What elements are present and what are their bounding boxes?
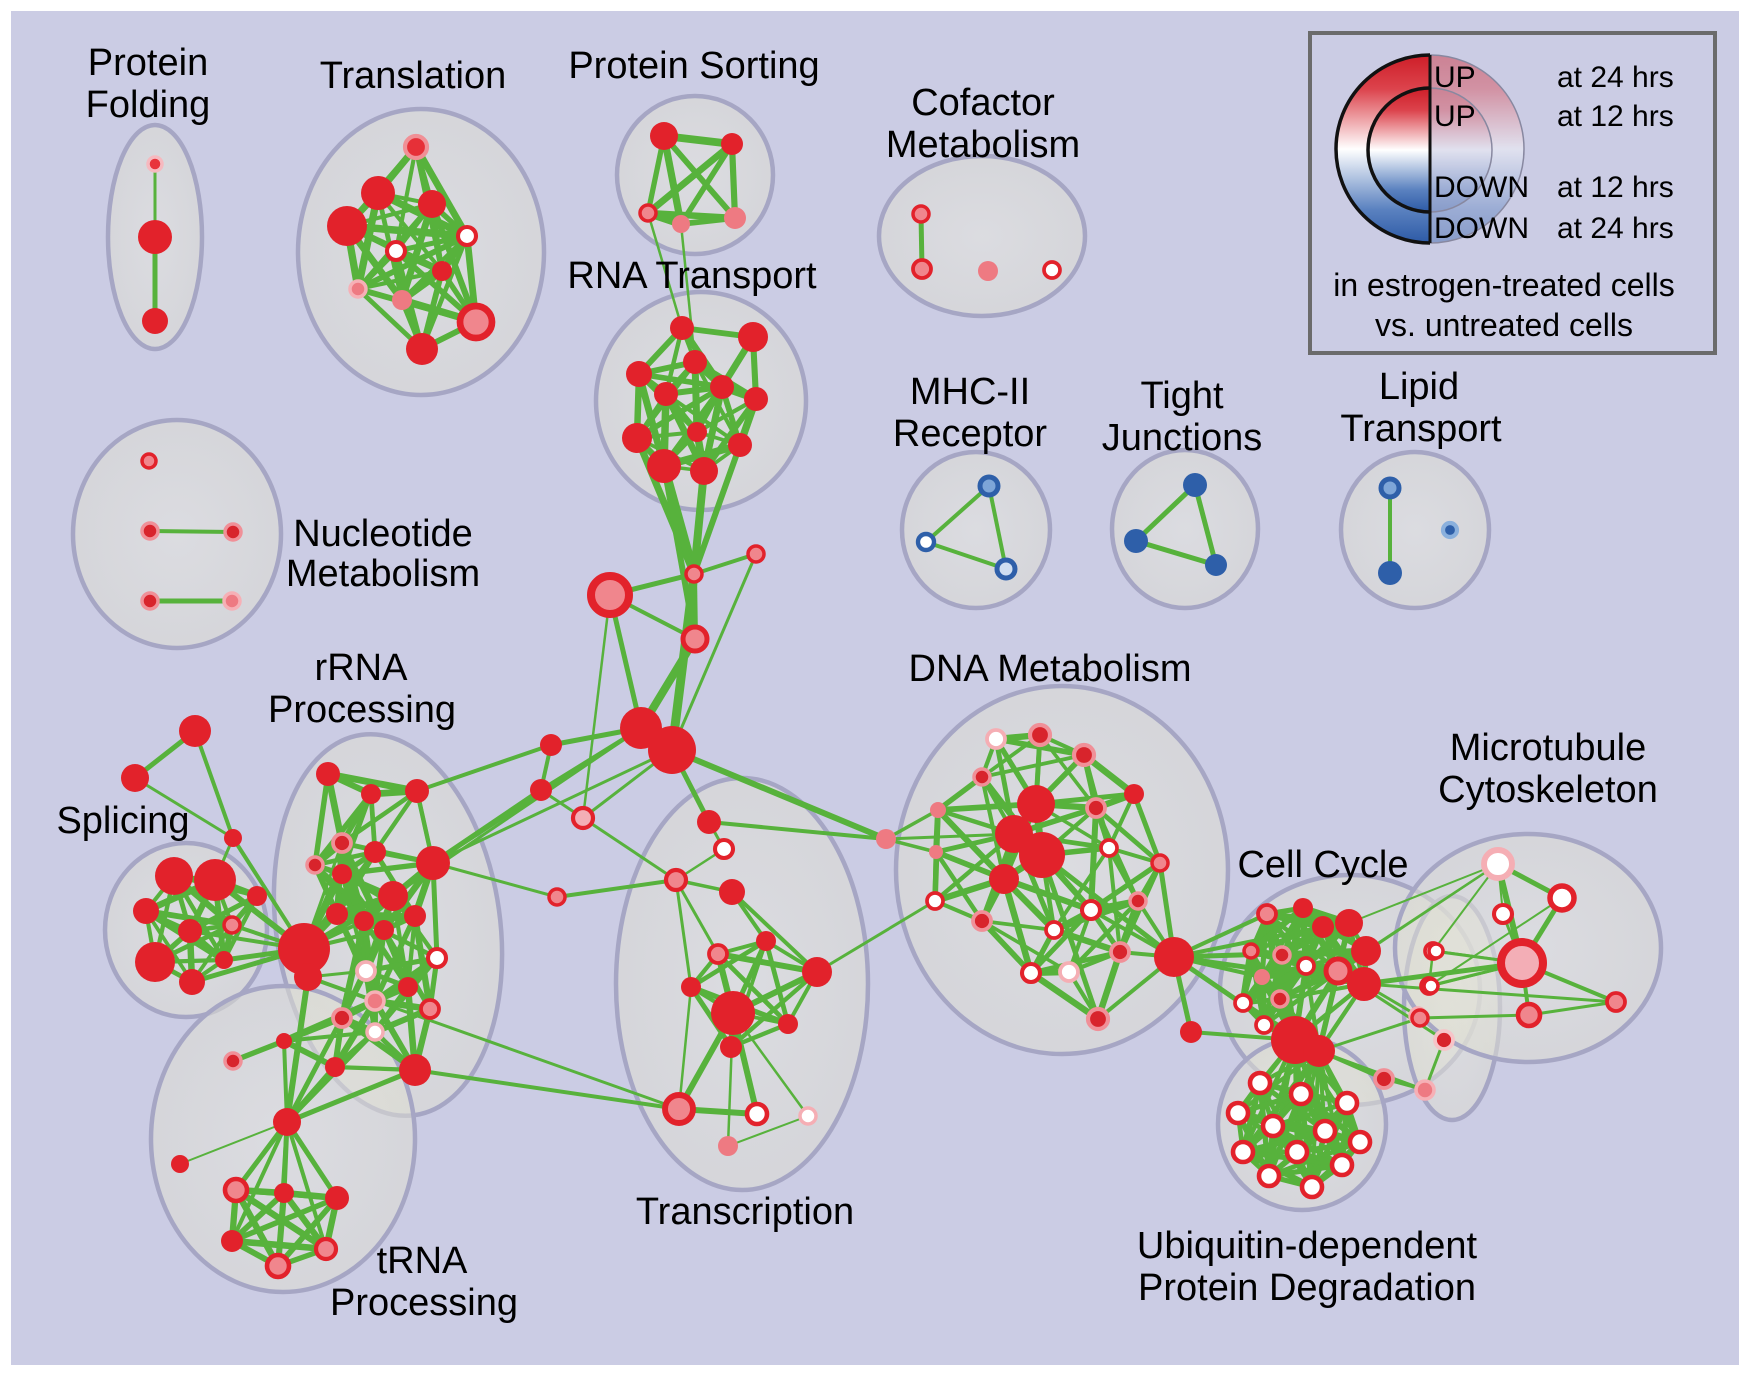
- svg-text:Transcription: Transcription: [636, 1191, 854, 1233]
- svg-text:at 24 hrs: at 24 hrs: [1557, 61, 1674, 94]
- svg-text:vs. untreated cells: vs. untreated cells: [1375, 307, 1633, 343]
- svg-text:Cytoskeleton: Cytoskeleton: [1438, 769, 1658, 811]
- svg-text:DNA Metabolism: DNA Metabolism: [909, 648, 1192, 690]
- svg-text:RNA Transport: RNA Transport: [567, 255, 817, 297]
- svg-text:UP: UP: [1434, 61, 1476, 94]
- svg-text:Processing: Processing: [268, 689, 456, 731]
- svg-text:MHC-II: MHC-II: [910, 371, 1030, 413]
- svg-text:at 12 hrs: at 12 hrs: [1557, 100, 1674, 133]
- svg-text:Microtubule: Microtubule: [1450, 727, 1646, 769]
- svg-text:Folding: Folding: [86, 84, 211, 126]
- svg-text:Tight: Tight: [1140, 375, 1224, 417]
- svg-text:UP: UP: [1434, 100, 1476, 133]
- svg-text:Cofactor: Cofactor: [911, 82, 1055, 124]
- svg-text:Ubiquitin-dependent: Ubiquitin-dependent: [1137, 1225, 1478, 1267]
- svg-text:DOWN: DOWN: [1434, 212, 1529, 245]
- svg-text:Protein Sorting: Protein Sorting: [568, 45, 819, 87]
- svg-text:Junctions: Junctions: [1102, 417, 1263, 459]
- svg-text:Translation: Translation: [320, 55, 507, 97]
- svg-text:tRNA: tRNA: [377, 1240, 468, 1282]
- svg-text:Metabolism: Metabolism: [286, 553, 480, 595]
- svg-text:Protein: Protein: [88, 42, 208, 84]
- svg-text:Transport: Transport: [1340, 408, 1502, 450]
- svg-text:Lipid: Lipid: [1379, 366, 1459, 408]
- svg-text:Splicing: Splicing: [56, 800, 189, 842]
- svg-text:rRNA: rRNA: [315, 647, 409, 689]
- svg-text:DOWN: DOWN: [1434, 171, 1529, 204]
- svg-text:Metabolism: Metabolism: [886, 124, 1080, 166]
- svg-text:Processing: Processing: [330, 1282, 518, 1324]
- svg-text:at 12 hrs: at 12 hrs: [1557, 171, 1674, 204]
- svg-text:Nucleotide: Nucleotide: [293, 513, 473, 555]
- svg-text:in estrogen-treated cells: in estrogen-treated cells: [1333, 267, 1675, 303]
- svg-text:Receptor: Receptor: [893, 413, 1048, 455]
- svg-text:Cell Cycle: Cell Cycle: [1237, 844, 1408, 886]
- svg-text:at 24 hrs: at 24 hrs: [1557, 212, 1674, 245]
- svg-text:Protein Degradation: Protein Degradation: [1138, 1267, 1476, 1309]
